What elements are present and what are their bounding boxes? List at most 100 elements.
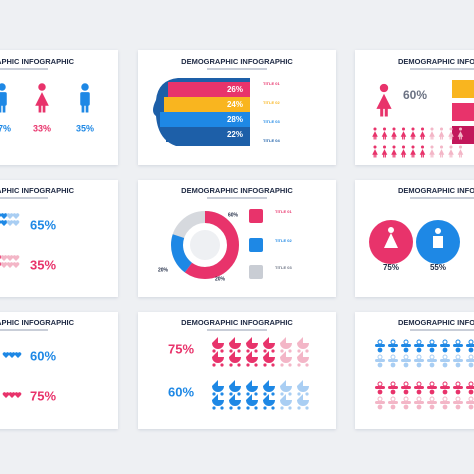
carriage-icon [263, 380, 275, 392]
subtitle-line [0, 329, 48, 331]
pacifier-icon [416, 404, 422, 410]
slide-card[interactable] [138, 312, 336, 429]
pacifier-icon [414, 359, 424, 362]
item-title: TITLE 01 [263, 81, 280, 86]
carriage-icon [254, 392, 258, 396]
slide-title: DEMOGRAPHIC INFOGRAPHIC [181, 186, 293, 195]
pacifier-icon [375, 344, 385, 347]
slide-card[interactable] [0, 180, 118, 297]
stat: 24% [227, 100, 243, 109]
pacifier-icon [403, 347, 409, 353]
pacifier-icon [403, 362, 409, 368]
person-icon [438, 149, 445, 155]
person-icon [394, 136, 396, 140]
person-icon [375, 154, 377, 158]
carriage-icon [297, 380, 309, 392]
carriage-icon [229, 349, 233, 353]
pacifier-icon [453, 386, 463, 389]
carriage-icon [280, 394, 292, 406]
pacifier-icon [388, 344, 398, 347]
carriage-icon [229, 337, 241, 349]
stat: 60% [403, 88, 427, 102]
carriage-icon [212, 351, 224, 363]
carriage-icon [246, 394, 258, 406]
person-icon [430, 136, 432, 140]
carriage-icon [263, 351, 275, 363]
subtitle-line [207, 329, 267, 331]
pacifier-icon [453, 359, 463, 362]
stat: 75% [383, 263, 399, 272]
heart-icon [2, 392, 10, 398]
pacifier-icon [388, 386, 398, 389]
carriage-icon [305, 363, 309, 367]
carriage-icon [246, 406, 250, 410]
icon-box [249, 265, 263, 279]
person-icon [432, 154, 434, 158]
subtitle-line [207, 197, 267, 199]
stripe [160, 112, 250, 127]
person-icon [457, 131, 464, 137]
heart-icon [0, 213, 8, 219]
heart-icon [12, 220, 20, 226]
carriage-icon [246, 392, 250, 396]
carriage-icon [237, 349, 241, 353]
slide-card[interactable] [355, 312, 474, 429]
heart-icon [14, 392, 22, 398]
carriage-icon [229, 363, 233, 367]
pacifier-icon [466, 344, 474, 347]
carriage-icon [263, 392, 267, 396]
person-icon [38, 104, 42, 113]
person-icon [421, 136, 423, 140]
person-icon [2, 104, 6, 113]
heart-icon [8, 352, 16, 358]
carriage-icon [212, 392, 216, 396]
person-icon [384, 136, 386, 140]
person-icon [383, 154, 385, 158]
person-icon [373, 145, 377, 149]
person-icon [391, 149, 397, 155]
pacifier-icon [427, 401, 437, 404]
carriage-icon [263, 406, 267, 410]
pacifier-icon [442, 362, 448, 368]
pacifier-icon [429, 404, 435, 410]
pacifier-icon [466, 401, 474, 404]
person-icon [410, 149, 416, 155]
carriage-icon [246, 337, 258, 349]
pacifier-icon [429, 347, 435, 353]
carriage-icon [271, 406, 275, 410]
carriage-icon [212, 406, 216, 410]
heart-icon [12, 213, 20, 219]
carriage-icon [280, 363, 284, 367]
person-icon [373, 127, 377, 131]
person-icon [439, 145, 444, 149]
carriage-icon [237, 363, 241, 367]
carriage-icon [305, 406, 309, 410]
carriage-icon [229, 392, 233, 396]
pacifier-icon [401, 344, 411, 347]
heart-icon [6, 220, 14, 226]
donut [171, 211, 239, 279]
person-icon [0, 104, 2, 113]
pacifier-icon [414, 386, 424, 389]
person-icon [413, 154, 415, 158]
person-icon [421, 154, 423, 158]
carriage-icon [220, 349, 224, 353]
slide-card[interactable] [0, 312, 118, 429]
pacifier-icon [440, 344, 450, 347]
pacifier-icon [375, 401, 385, 404]
pacifier-icon [468, 347, 474, 353]
carriage-icon [280, 406, 284, 410]
person-icon [448, 131, 454, 137]
pacifier-icon [453, 344, 463, 347]
pacifier-icon [427, 359, 437, 362]
person-icon [372, 149, 378, 155]
person-icon [373, 154, 375, 158]
carriage-icon [246, 349, 250, 353]
person-icon [441, 136, 443, 140]
slide-title: DEMOGRAPHIC INFOGRAPHIC [0, 186, 75, 195]
male-symbol [433, 236, 443, 248]
person-icon [419, 149, 426, 155]
slide-card[interactable] [0, 50, 118, 165]
slide-title: DEMOGRAPHIC INFOGRAPHIC [181, 57, 293, 66]
